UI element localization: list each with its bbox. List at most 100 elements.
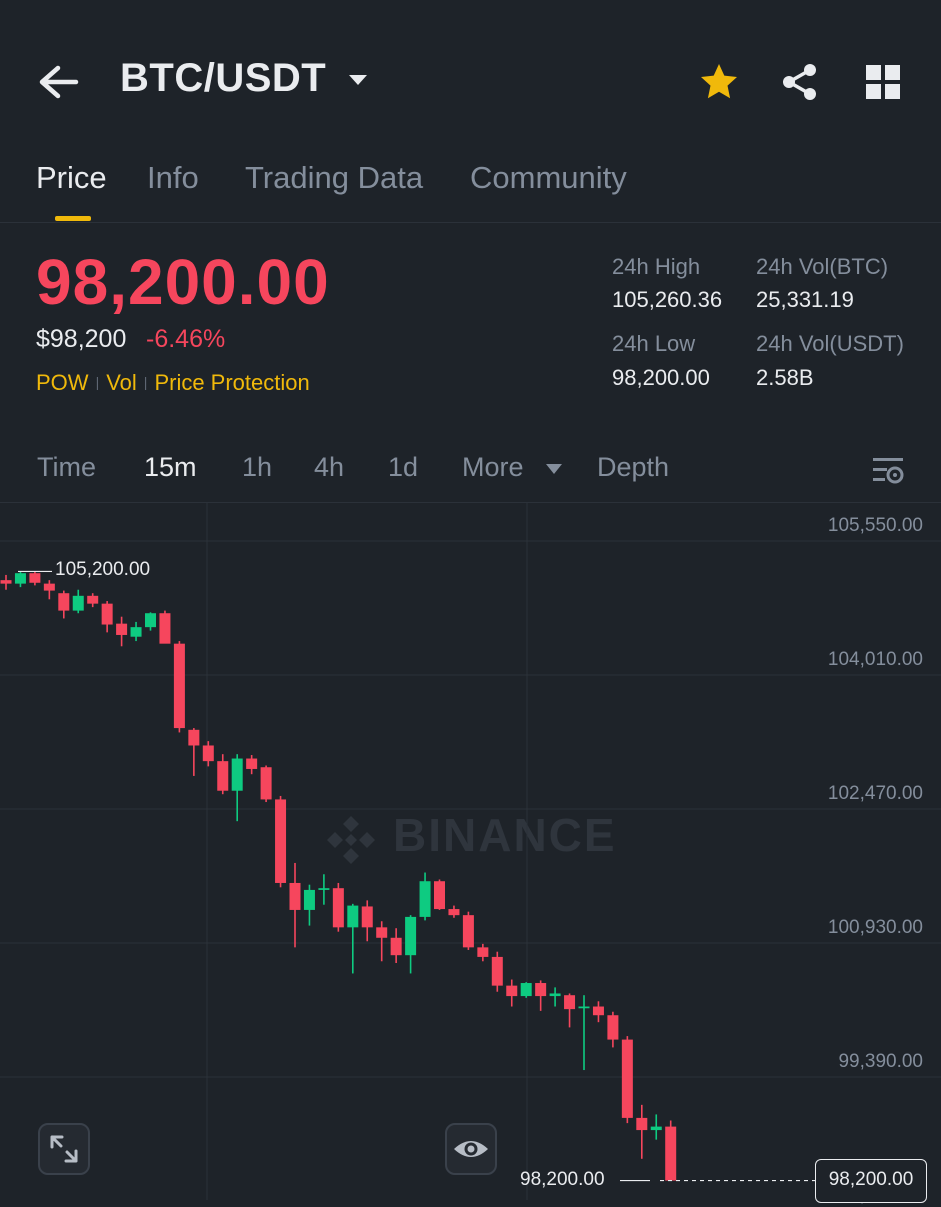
candle-body bbox=[405, 916, 417, 956]
tab-price[interactable]: Price bbox=[36, 160, 107, 195]
current-price-tag[interactable]: 98,200.00 bbox=[815, 1158, 927, 1203]
last-price-marker-label: 98,200.00 bbox=[520, 1168, 605, 1190]
candle-body bbox=[665, 1126, 677, 1181]
candle-body bbox=[159, 613, 171, 644]
candle-body bbox=[376, 927, 388, 938]
fiat-price: $98,200 bbox=[36, 325, 127, 353]
tab-bar: Price Info Trading Data Community bbox=[0, 150, 941, 223]
more-caret-icon[interactable] bbox=[544, 462, 564, 476]
interval-depth[interactable]: Depth bbox=[597, 452, 670, 482]
stat-vol-usdt-label: 24h Vol(USDT) bbox=[756, 331, 904, 356]
candle-body bbox=[275, 799, 287, 883]
grid-icon[interactable] bbox=[861, 60, 905, 104]
candle-body bbox=[145, 613, 156, 628]
candle-body bbox=[29, 573, 41, 583]
candle-body bbox=[477, 947, 489, 957]
price-axis-tick-label: 102,470.00 bbox=[827, 783, 923, 804]
candle-body bbox=[462, 915, 474, 948]
candle-body bbox=[361, 906, 373, 928]
tag-list: POW | Vol | Price Protection bbox=[36, 370, 310, 395]
header-bar: BTC/USDT bbox=[0, 0, 941, 150]
eye-icon bbox=[454, 1141, 488, 1157]
candle-body bbox=[506, 985, 518, 997]
active-tab-indicator bbox=[55, 216, 91, 221]
chart-settings-icon[interactable] bbox=[870, 454, 906, 488]
tag-price-protection[interactable]: Price Protection bbox=[154, 370, 310, 395]
tab-info[interactable]: Info bbox=[147, 160, 199, 195]
watermark-text: BINANCE bbox=[393, 809, 617, 861]
stat-vol-usdt-value: 2.58B bbox=[756, 365, 814, 390]
candlestick-chart[interactable]: BINANCE 105,550.00 104,010.00 102,470.00 10… bbox=[0, 503, 941, 1206]
candle-body bbox=[491, 956, 503, 986]
tag-vol[interactable]: Vol bbox=[106, 370, 137, 395]
stat-vol-btc-value: 25,331.19 bbox=[756, 287, 854, 312]
candle-body bbox=[549, 993, 561, 997]
candle-body bbox=[0, 580, 12, 584]
candle-body bbox=[202, 745, 214, 762]
star-icon[interactable] bbox=[697, 60, 741, 104]
candle-body bbox=[43, 583, 55, 591]
price-axis-tick-label: 100,930.00 bbox=[827, 917, 923, 938]
visibility-button[interactable] bbox=[445, 1123, 497, 1175]
candle-body bbox=[390, 937, 402, 956]
candle-body bbox=[535, 983, 547, 997]
pair-title[interactable]: BTC/USDT bbox=[120, 56, 327, 100]
binance-logo-icon bbox=[327, 816, 375, 864]
candle-body bbox=[130, 627, 142, 637]
candle-body bbox=[231, 758, 243, 791]
tab-community[interactable]: Community bbox=[470, 160, 627, 195]
candle-body bbox=[101, 603, 113, 625]
candle-body bbox=[578, 1006, 590, 1009]
candle-body bbox=[607, 1015, 619, 1040]
interval-1d[interactable]: 1d bbox=[388, 452, 419, 482]
candle-body bbox=[173, 643, 185, 729]
candle-body bbox=[260, 767, 272, 800]
candle-body bbox=[318, 888, 330, 890]
stat-vol-btc-label: 24h Vol(BTC) bbox=[756, 254, 889, 279]
stat-low-value: 98,200.00 bbox=[612, 365, 710, 390]
expand-button[interactable] bbox=[38, 1123, 90, 1175]
price-axis-tick-label: 99,390.00 bbox=[838, 1051, 923, 1072]
candle-body bbox=[448, 909, 460, 916]
price-axis-tick-label: 105,550.00 bbox=[827, 515, 923, 536]
interval-more[interactable]: More bbox=[462, 452, 524, 482]
chart-canvas[interactable] bbox=[0, 503, 941, 1200]
candle-body bbox=[116, 623, 128, 635]
interval-15m[interactable]: 15m bbox=[144, 452, 197, 482]
binance-watermark: BINANCE bbox=[325, 808, 617, 864]
interval-4h[interactable]: 4h bbox=[314, 452, 345, 482]
tag-pow[interactable]: POW bbox=[36, 370, 89, 395]
last-price: 98,200.00 bbox=[36, 246, 330, 318]
candle-body bbox=[87, 595, 99, 604]
interval-time[interactable]: Time bbox=[37, 452, 96, 482]
interval-1h[interactable]: 1h bbox=[242, 452, 273, 482]
high-marker-label: 105,200.00 bbox=[55, 559, 151, 581]
change-percent: -6.46% bbox=[146, 325, 226, 353]
price-axis-tick-label: 104,010.00 bbox=[827, 649, 923, 670]
candle-body bbox=[592, 1006, 604, 1016]
candle-body bbox=[246, 758, 258, 769]
share-icon[interactable] bbox=[778, 60, 822, 104]
candle-body bbox=[636, 1117, 648, 1131]
candle-body bbox=[347, 905, 359, 928]
candle-body bbox=[217, 761, 229, 791]
expand-icon bbox=[50, 1135, 78, 1163]
candle-body bbox=[434, 881, 445, 910]
back-arrow-icon[interactable] bbox=[36, 62, 80, 102]
candle-body bbox=[564, 995, 576, 1010]
candle-body bbox=[303, 889, 315, 910]
candle-body bbox=[188, 729, 200, 746]
candle-body bbox=[14, 573, 26, 584]
stat-low-label: 24h Low bbox=[612, 331, 696, 356]
tab-trading-data[interactable]: Trading Data bbox=[245, 160, 424, 195]
candle-body bbox=[419, 881, 431, 917]
candle-body bbox=[289, 882, 301, 910]
candle-body bbox=[621, 1039, 633, 1118]
candle-body bbox=[332, 888, 344, 928]
stat-high-value: 105,260.36 bbox=[612, 287, 723, 312]
candle-body bbox=[650, 1126, 662, 1131]
caret-down-icon[interactable] bbox=[346, 70, 370, 90]
interval-bar: Time 15m 1h 4h 1d More Depth bbox=[0, 440, 941, 503]
candle-body bbox=[58, 593, 70, 611]
candle-body bbox=[72, 595, 84, 611]
